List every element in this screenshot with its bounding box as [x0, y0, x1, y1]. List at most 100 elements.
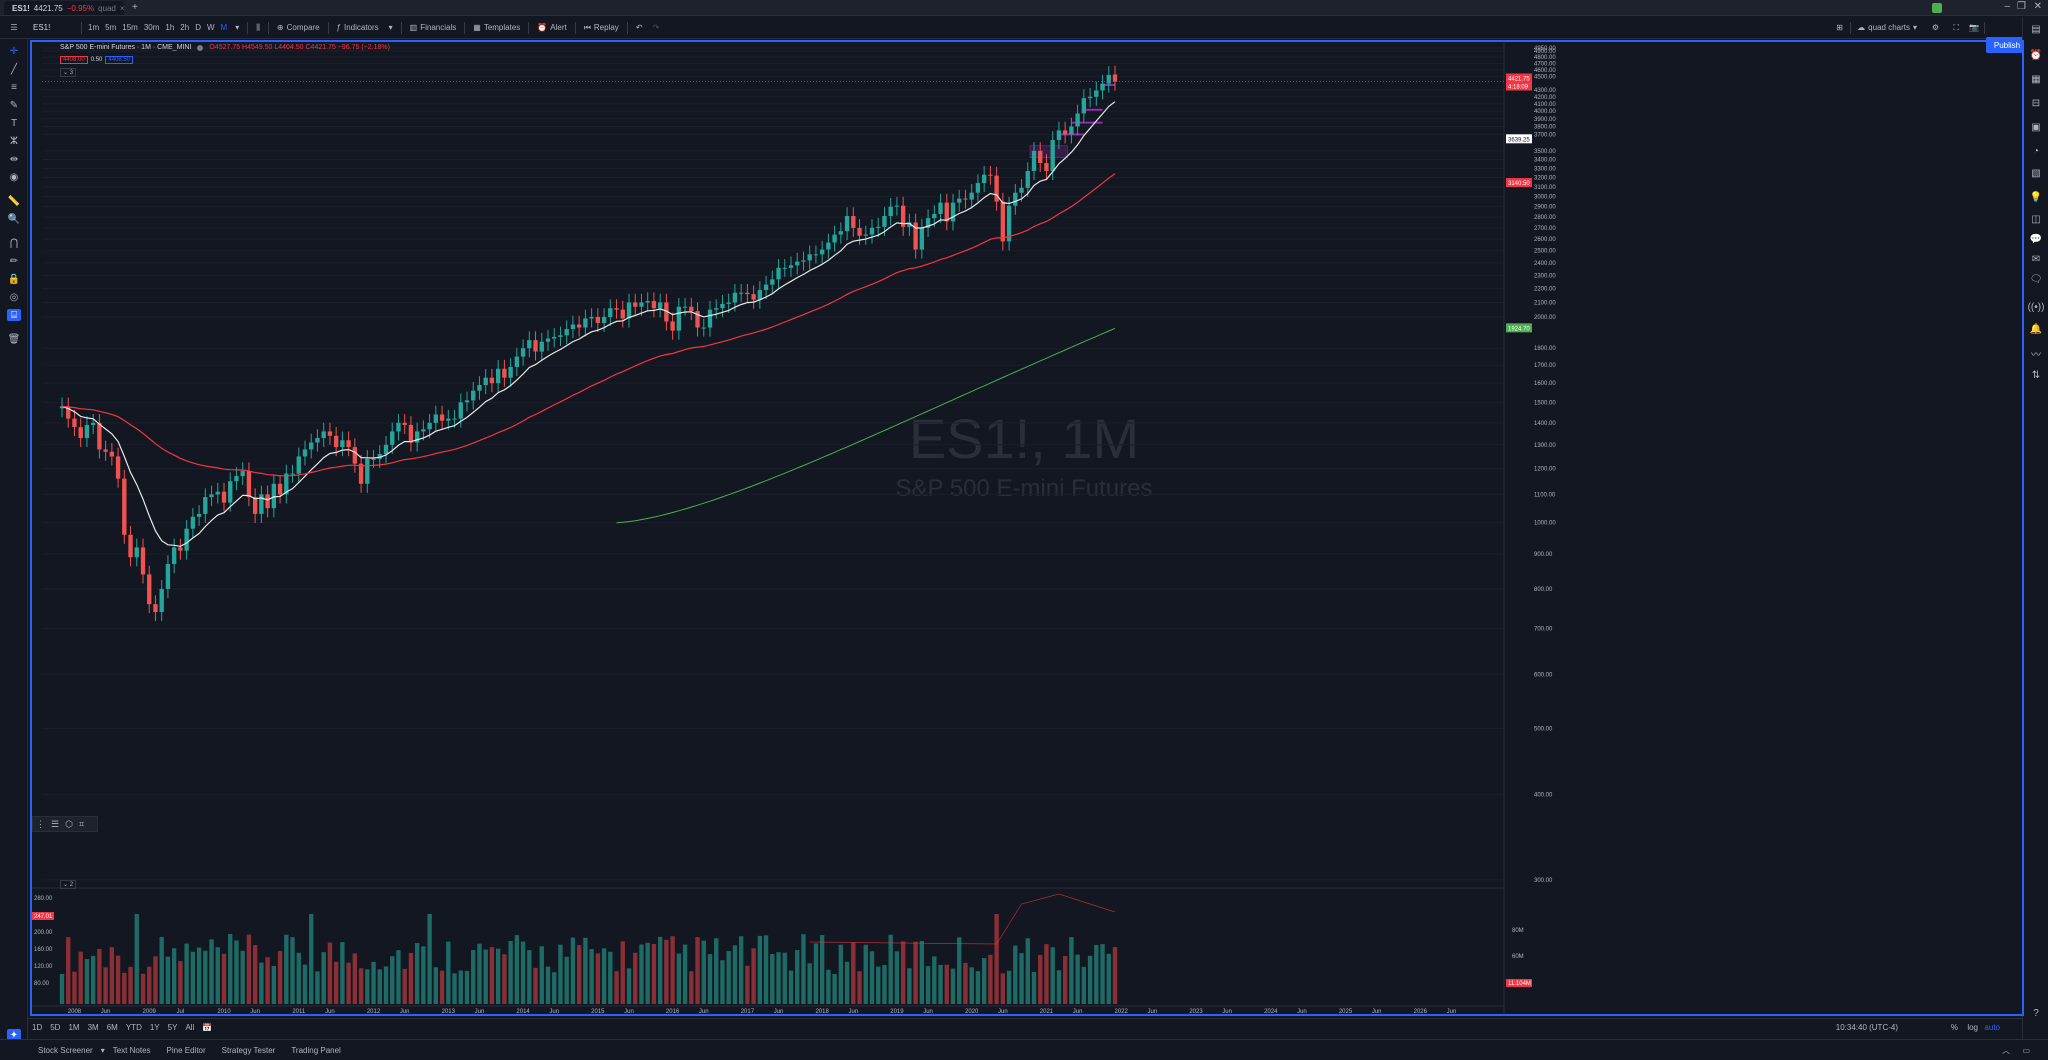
- range-ytd[interactable]: YTD: [125, 1023, 142, 1032]
- chart-canvas[interactable]: ES1!, 1M S&P 500 E-mini Futures 280.0024…: [32, 42, 2022, 1014]
- buy-button[interactable]: 4408.50: [105, 56, 134, 64]
- chart-tab[interactable]: ES1! 4421.75 −0.95% quad ×: [4, 1, 125, 15]
- crosshair-icon[interactable]: ✛: [9, 45, 19, 57]
- data-window-icon[interactable]: ▦: [2031, 73, 2041, 85]
- pulse-icon[interactable]: 〰: [2031, 349, 2041, 361]
- tab-stock-screener[interactable]: Stock Screener: [38, 1045, 93, 1055]
- order-panel-icon[interactable]: ⇅: [2031, 369, 2041, 381]
- help-icon[interactable]: ?: [2033, 1007, 2039, 1019]
- interval-30m[interactable]: 30m: [143, 23, 160, 32]
- close-icon[interactable]: ×: [119, 3, 125, 13]
- camera-icon[interactable]: 📷: [1969, 23, 1979, 32]
- user-avatar[interactable]: [1932, 3, 1942, 13]
- eye-icon[interactable]: ◉: [9, 171, 19, 183]
- measure-range-icon[interactable]: ⇹: [9, 153, 19, 165]
- bottom-logo-icon[interactable]: ✦: [7, 1029, 21, 1041]
- news-icon[interactable]: ◔: [2032, 145, 2040, 157]
- maximize-panel-icon[interactable]: ▭: [2022, 1045, 2030, 1055]
- range-all[interactable]: All: [185, 1023, 195, 1032]
- clock[interactable]: 10:34:40 (UTC-4): [1835, 1023, 1898, 1032]
- messages-icon[interactable]: ✉: [2031, 253, 2041, 265]
- collapse-panel-icon[interactable]: ︿: [2002, 1045, 2010, 1055]
- brush-icon[interactable]: ✎: [9, 99, 19, 111]
- interval-M[interactable]: M: [220, 23, 228, 32]
- undo-icon[interactable]: ↶: [635, 23, 643, 32]
- interval-D[interactable]: D: [195, 23, 201, 32]
- streams-icon[interactable]: ◫: [2031, 213, 2041, 225]
- demand-zone[interactable]: [1029, 145, 1068, 158]
- percent-toggle[interactable]: %: [1950, 1023, 1958, 1032]
- redo-icon[interactable]: ↷: [652, 23, 660, 32]
- ema-green-line[interactable]: [616, 327, 1116, 524]
- range-1d[interactable]: 1D: [32, 1023, 43, 1032]
- text-icon[interactable]: T: [10, 117, 18, 129]
- indicators-dropdown-icon[interactable]: ▾: [388, 23, 393, 32]
- candle-style-icon[interactable]: ⫼: [256, 22, 260, 32]
- range-1y[interactable]: 1Y: [149, 1023, 160, 1032]
- maximize-icon[interactable]: ❐: [2017, 1, 2026, 12]
- interval-W[interactable]: W: [206, 23, 215, 32]
- templates-button[interactable]: ▦ Templates: [468, 23, 525, 32]
- symbol-search[interactable]: ES1!: [33, 23, 51, 32]
- range-6m[interactable]: 6M: [106, 1023, 118, 1032]
- lock-drawing-icon[interactable]: ✏: [9, 255, 19, 267]
- legend-title[interactable]: S&P 500 E-mini Futures · 1M · CME_MINI: [60, 44, 192, 51]
- magnet-icon[interactable]: ⋂: [9, 237, 19, 249]
- interval-dropdown-icon[interactable]: ▾: [235, 23, 240, 32]
- window-close-icon[interactable]: ✕: [2033, 1, 2042, 12]
- range-5y[interactable]: 5Y: [167, 1023, 178, 1032]
- interval-2h[interactable]: 2h: [180, 23, 190, 32]
- fullscreen-icon[interactable]: ⛶: [1953, 22, 1959, 32]
- interval-5m[interactable]: 5m: [105, 23, 117, 32]
- pane2-collapse[interactable]: ⌄ 2: [60, 880, 77, 889]
- layout-name-button[interactable]: ☁ quad charts ▾: [1852, 23, 1922, 32]
- sell-button[interactable]: 4408.00: [60, 56, 88, 64]
- tab-strategy-tester[interactable]: Strategy Tester: [221, 1045, 276, 1055]
- trash-icon[interactable]: 🗑: [7, 333, 21, 345]
- new-tab-icon[interactable]: +: [132, 2, 138, 13]
- ema-red-line[interactable]: [61, 173, 1116, 477]
- chart-container[interactable]: ES1!, 1M S&P 500 E-mini Futures 280.0024…: [30, 40, 2024, 1016]
- interval-1m[interactable]: 1m: [88, 23, 100, 32]
- notifications-icon[interactable]: 🔔: [2029, 323, 2043, 335]
- compare-button[interactable]: ⊕ Compare: [272, 23, 325, 32]
- interval-1h[interactable]: 1h: [165, 23, 175, 32]
- minimize-icon[interactable]: –: [2004, 1, 2010, 12]
- horizontal-lines-icon[interactable]: ≡: [11, 81, 17, 93]
- financials-button[interactable]: ▥ Financials: [405, 23, 462, 32]
- alerts-icon[interactable]: ⏰: [2029, 49, 2043, 61]
- range-5d[interactable]: 5D: [50, 1023, 61, 1032]
- settings-gear-icon[interactable]: ⚙: [1931, 23, 1939, 32]
- chats-icon[interactable]: 🗨: [2029, 273, 2043, 285]
- broadcast-icon[interactable]: ((•)): [2027, 301, 2045, 313]
- hotlists-icon[interactable]: ⊟: [2031, 97, 2041, 109]
- ema-white-line[interactable]: [61, 101, 1116, 547]
- auto-toggle[interactable]: auto: [1984, 1023, 2000, 1032]
- replay-button[interactable]: ⏮ Replay: [579, 23, 624, 33]
- lightbulb-icon[interactable]: 💡: [2029, 191, 2043, 203]
- menu-icon[interactable]: ☰: [10, 23, 18, 32]
- hide-drawings-icon[interactable]: ◎: [9, 291, 19, 303]
- watchlist-icon[interactable]: ▤: [2031, 23, 2041, 35]
- shape-icon[interactable]: ⬡: [65, 818, 73, 829]
- ideas-icon[interactable]: ▧: [2031, 167, 2041, 179]
- layout-icon[interactable]: ⊞: [1836, 23, 1843, 32]
- range-3m[interactable]: 3M: [87, 1023, 99, 1032]
- interval-15m[interactable]: 15m: [122, 23, 138, 32]
- tab-text-notes[interactable]: Text Notes: [112, 1045, 151, 1055]
- pane1-collapse[interactable]: ⌄ 3: [60, 68, 77, 77]
- indicators-button[interactable]: ƒ Indicators: [332, 23, 384, 32]
- list-icon[interactable]: ☰: [51, 818, 60, 829]
- trend-line-icon[interactable]: ╱: [10, 63, 18, 75]
- price-axis[interactable]: 4950.004900.004800.004700.004600.004500.…: [42, 42, 1556, 1014]
- chat-icon[interactable]: 💬: [2029, 233, 2043, 245]
- drag-handle-icon[interactable]: ⋮: [36, 818, 45, 829]
- screener-dropdown-icon[interactable]: ▾: [100, 1045, 105, 1055]
- tab-pine-editor[interactable]: Pine Editor: [166, 1045, 206, 1055]
- calendar-icon[interactable]: ▣: [2031, 121, 2041, 133]
- object-tree-icon[interactable]: ⌸: [7, 309, 21, 321]
- lock-icon[interactable]: 🔒: [7, 273, 21, 285]
- tab-trading-panel[interactable]: Trading Panel: [291, 1045, 341, 1055]
- frame-icon[interactable]: ⌗: [78, 818, 85, 829]
- ruler-icon[interactable]: 📏: [7, 195, 21, 207]
